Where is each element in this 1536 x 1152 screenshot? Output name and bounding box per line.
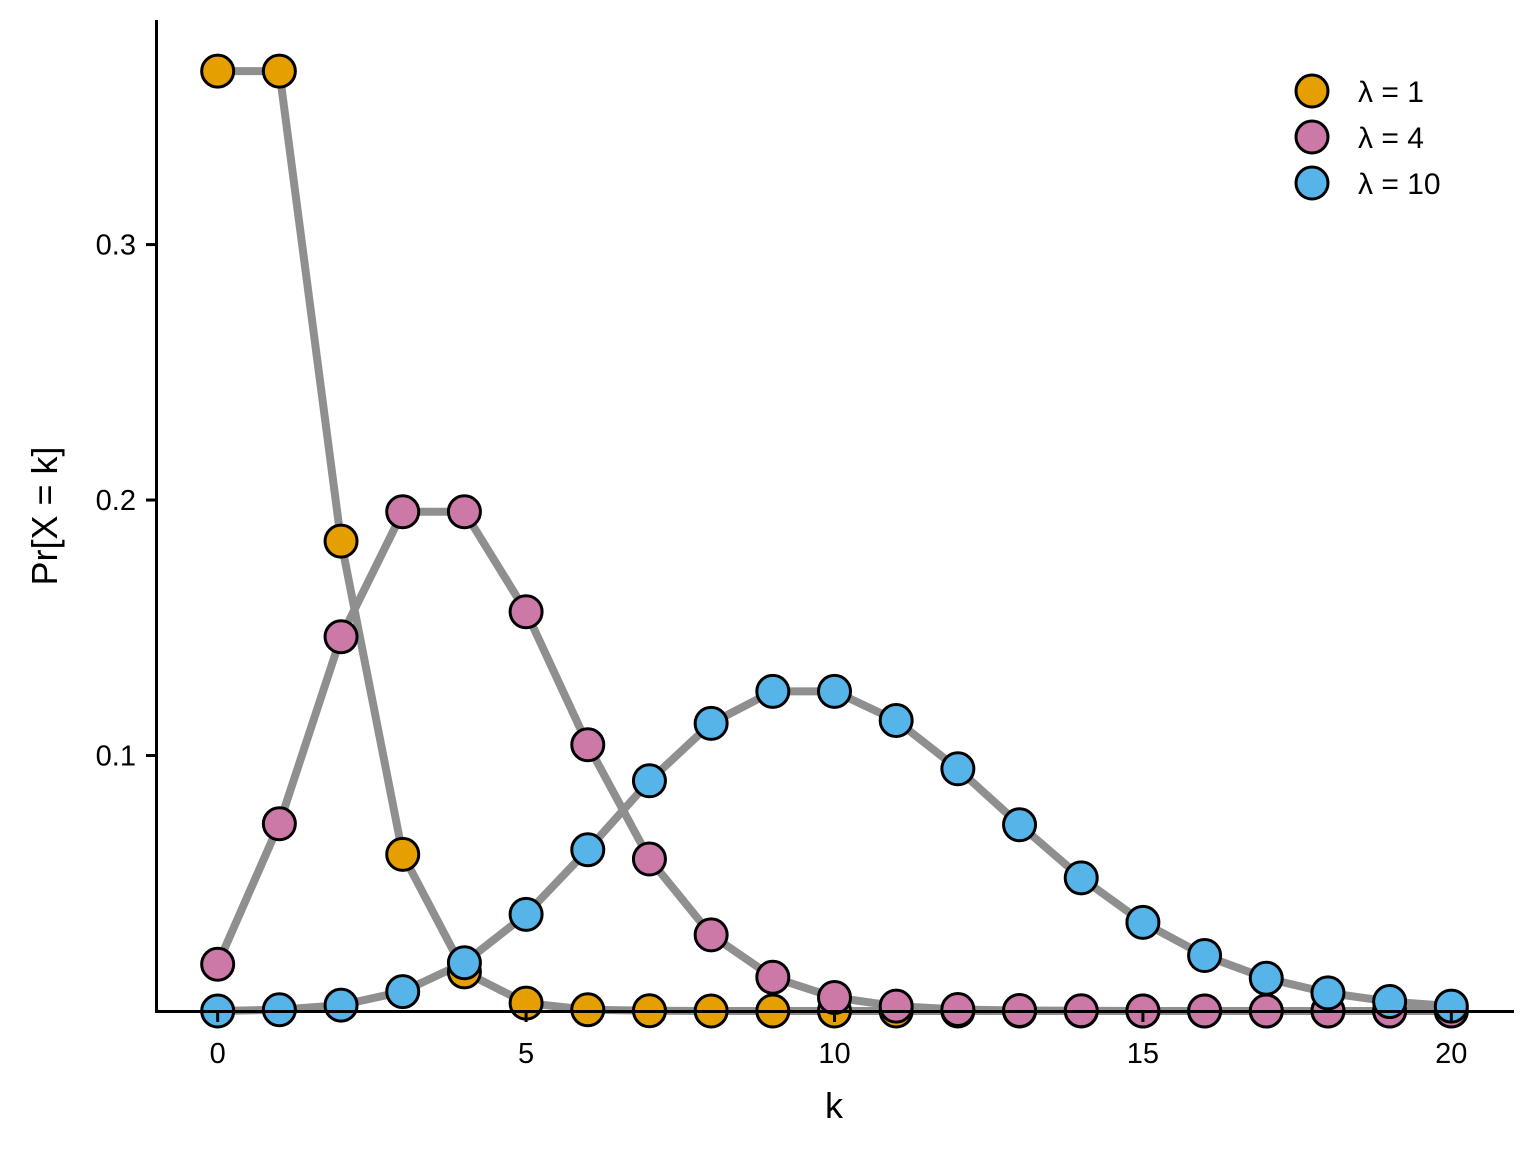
data-point xyxy=(200,946,236,982)
data-point xyxy=(323,523,359,559)
x-axis-ticks: 0 5 10 15 20 xyxy=(210,1012,1467,1070)
legend: λ = 1 λ = 4 λ = 10 xyxy=(1294,73,1441,201)
y-axis-ticks: 0.1 0.2 0.3 xyxy=(96,230,156,773)
data-point xyxy=(1125,904,1161,940)
data-point xyxy=(446,945,482,981)
data-point xyxy=(631,763,667,799)
data-point xyxy=(570,727,606,763)
data-point xyxy=(570,992,606,1028)
data-point xyxy=(755,959,791,995)
data-point xyxy=(878,703,914,739)
data-point xyxy=(817,673,852,709)
data-point xyxy=(940,991,976,1027)
data-point xyxy=(1372,984,1408,1020)
x-axis-title: k xyxy=(825,1085,844,1126)
data-point xyxy=(385,974,421,1010)
data-point xyxy=(508,896,544,932)
y-axis-title: Pr[X = k] xyxy=(24,446,65,585)
data-point xyxy=(446,494,482,530)
data-point xyxy=(940,751,976,787)
legend-label: λ = 1 xyxy=(1358,76,1424,109)
data-point xyxy=(1002,807,1038,843)
y-tick-label: 0.2 xyxy=(96,485,136,517)
data-point xyxy=(323,619,359,655)
data-point xyxy=(1310,975,1346,1011)
legend-label: λ = 4 xyxy=(1358,122,1424,155)
data-point xyxy=(261,53,297,89)
data-point xyxy=(693,917,729,953)
data-point xyxy=(1063,860,1099,896)
x-tick-label: 15 xyxy=(1127,1038,1159,1070)
legend-key xyxy=(1294,165,1330,201)
data-point xyxy=(1433,988,1469,1024)
data-point xyxy=(200,53,236,89)
legend-label: λ = 10 xyxy=(1358,168,1441,201)
data-point xyxy=(261,992,297,1028)
data-point xyxy=(570,832,606,868)
data-point xyxy=(878,988,914,1024)
x-tick-label: 5 xyxy=(518,1038,534,1070)
legend-key xyxy=(1294,119,1330,155)
data-point xyxy=(323,987,359,1023)
data-point xyxy=(817,979,852,1015)
data-point xyxy=(755,673,791,709)
data-point xyxy=(385,494,421,530)
data-point xyxy=(631,841,667,877)
x-tick-label: 0 xyxy=(210,1038,226,1070)
y-tick-label: 0.1 xyxy=(96,741,136,773)
series-line-1 xyxy=(213,507,1456,1015)
legend-key xyxy=(1294,73,1330,109)
x-tick-label: 20 xyxy=(1435,1038,1467,1070)
y-tick-label: 0.3 xyxy=(96,230,136,262)
data-point xyxy=(693,705,729,741)
data-point xyxy=(261,806,297,842)
data-point xyxy=(385,836,421,872)
x-tick-label: 10 xyxy=(818,1038,850,1070)
data-point xyxy=(508,594,544,630)
data-point xyxy=(1248,960,1284,996)
data-point xyxy=(1187,938,1223,974)
